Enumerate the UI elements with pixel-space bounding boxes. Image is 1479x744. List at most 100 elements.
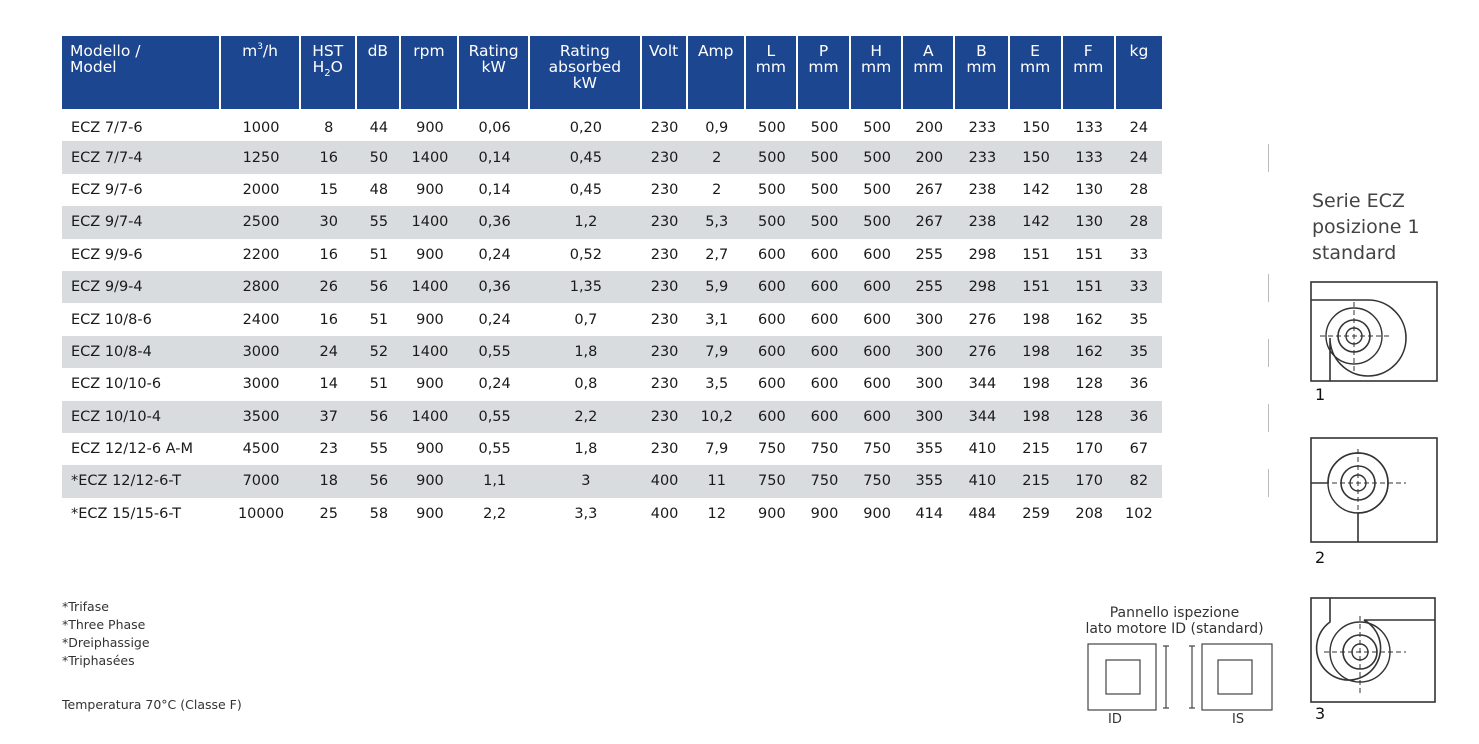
cell-f: 151 <box>1062 270 1116 304</box>
cell-h: 600 <box>863 376 891 393</box>
cell-hst: 30 <box>300 206 357 239</box>
cell-model: ECZ 9/9-6 <box>71 246 143 263</box>
cell-rating: 0,36 <box>459 206 531 239</box>
table-row: ECZ 9/7-6 2000 15 48 900 0,14 0,45 230 2 500 500 50… <box>62 174 1162 206</box>
cell-rating: 0,36 <box>459 270 531 304</box>
cell-rating: 0,24 <box>478 246 511 263</box>
cell-db: 50 <box>356 141 401 174</box>
cell-db: 52 <box>356 335 401 369</box>
cell-rpm: 1400 <box>400 270 460 304</box>
cell-a: 300 <box>915 311 944 328</box>
cell-volt: 230 <box>641 206 688 239</box>
cell-kg: 28 <box>1129 181 1149 198</box>
cell-p: 900 <box>810 505 839 522</box>
cell-flow: 7000 <box>221 465 301 498</box>
cell-rating: 0,24 <box>478 311 511 328</box>
serie-line-1: Serie ECZ <box>1312 190 1405 212</box>
cell-db: 58 <box>369 505 389 522</box>
cell-p: 600 <box>810 311 839 328</box>
cell-db: 56 <box>356 400 401 433</box>
cell-hst: 18 <box>300 465 357 498</box>
cell-p: 500 <box>797 141 852 174</box>
table-row: ECZ 10/8-4 3000 24 52 1400 0,55 1,8 230 7,9 600 60… <box>62 335 1162 369</box>
serie-line-3: standard <box>1312 242 1397 264</box>
cell-b: 344 <box>968 376 997 393</box>
footnote-dreiphassige: *Dreiphassige <box>62 635 150 650</box>
cell-l: 600 <box>745 335 798 369</box>
col-db: dB <box>356 36 401 109</box>
cell-l: 500 <box>758 120 786 137</box>
cell-l: 600 <box>758 246 786 263</box>
inspection-panel-diagram <box>1087 643 1273 711</box>
cell-f: 128 <box>1062 400 1116 433</box>
col-rating: Rating kW <box>459 36 531 109</box>
cell-volt: 230 <box>650 120 679 137</box>
cell-l: 500 <box>758 181 786 198</box>
cell-e: 198 <box>1022 376 1050 393</box>
cell-flow: 2000 <box>242 181 280 198</box>
cell-db: 55 <box>369 441 389 458</box>
cell-rpm: 1400 <box>400 400 460 433</box>
cell-e: 198 <box>1009 335 1063 369</box>
row-tick-mark <box>1268 274 1269 302</box>
cell-b: 344 <box>955 400 1010 433</box>
cell-p: 500 <box>810 120 839 137</box>
col-rpm: rpm <box>400 36 460 109</box>
cell-kg: 33 <box>1115 270 1162 304</box>
cell-h: 500 <box>863 181 891 198</box>
cell-flow: 2500 <box>221 206 301 239</box>
cell-rating-absorbed: 0,45 <box>569 181 603 198</box>
col-hst: HST H2O <box>300 36 357 109</box>
cell-flow: 2400 <box>242 311 280 328</box>
cell-model: ECZ 10/10-4 <box>62 400 222 433</box>
cell-kg: 82 <box>1115 465 1162 498</box>
cell-e: 259 <box>1022 505 1050 522</box>
cell-flow: 1250 <box>221 141 301 174</box>
cell-a: 255 <box>903 270 956 304</box>
footnote-trifase: *Trifase <box>62 599 109 614</box>
cell-l: 600 <box>745 400 798 433</box>
cell-e: 142 <box>1022 181 1050 198</box>
cell-db: 51 <box>369 311 389 328</box>
cell-b: 233 <box>968 120 997 137</box>
cell-l: 500 <box>745 206 798 239</box>
position-2-label: 2 <box>1315 548 1326 567</box>
col-kg: kg <box>1115 36 1162 109</box>
row-tick-mark <box>1268 404 1269 432</box>
cell-a: 267 <box>915 181 944 198</box>
col-volt: Volt <box>641 36 688 109</box>
cell-hst: 26 <box>300 270 357 304</box>
cell-model: ECZ 9/7-6 <box>71 181 143 198</box>
cell-f: 130 <box>1062 206 1116 239</box>
cell-rpm: 900 <box>416 505 444 522</box>
cell-amp: 2 <box>712 181 722 198</box>
cell-kg: 33 <box>1129 246 1149 263</box>
serie-caption: Serie ECZ posizione 1 standard <box>1312 188 1420 266</box>
cell-amp: 5,9 <box>687 270 746 304</box>
cell-volt: 230 <box>650 311 679 328</box>
serie-line-2: posizione 1 <box>1312 216 1420 238</box>
position-3-label: 3 <box>1315 704 1326 723</box>
cell-rpm: 900 <box>400 465 460 498</box>
cell-b: 233 <box>955 141 1010 174</box>
cell-a: 414 <box>915 505 944 522</box>
cell-rpm: 1400 <box>400 206 460 239</box>
cell-p: 600 <box>810 246 839 263</box>
cell-e: 198 <box>1009 400 1063 433</box>
table-row: *ECZ 12/12-6-T 7000 18 56 900 1,1 3 400 11 750 750… <box>62 465 1162 498</box>
cell-kg: 67 <box>1129 441 1149 458</box>
cell-model: ECZ 10/8-6 <box>71 311 152 328</box>
cell-e: 215 <box>1022 441 1050 458</box>
table-row: ECZ 9/7-4 2500 30 55 1400 0,36 1,2 230 5,3 500 500… <box>62 206 1162 239</box>
fan-position-1-diagram <box>1310 281 1438 382</box>
cell-hst: 25 <box>319 505 338 522</box>
cell-model: ECZ 10/8-4 <box>62 335 222 369</box>
cell-kg: 24 <box>1129 120 1149 137</box>
cell-flow: 3500 <box>221 400 301 433</box>
cell-b: 410 <box>955 465 1010 498</box>
cell-l: 750 <box>745 465 798 498</box>
cell-hst: 23 <box>319 441 338 458</box>
